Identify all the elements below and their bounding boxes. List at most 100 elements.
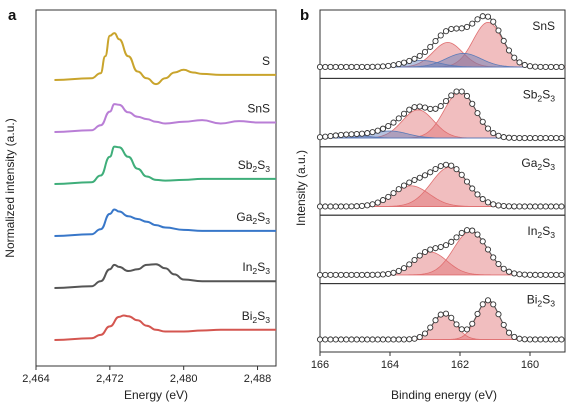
panel-b-data-point: [463, 92, 471, 100]
panel-b-data-point: [343, 63, 350, 71]
panel-a-x-tick-label: 2,472: [96, 373, 124, 385]
panel-b-data-point: [395, 336, 402, 343]
panel-a-series-line: [54, 208, 276, 237]
panel-b-data-point: [547, 63, 555, 71]
panel-b-data-point: [505, 268, 513, 275]
panel-b-data-point: [516, 59, 523, 66]
panel-b-data-point: [400, 265, 408, 272]
panel-b-subplot-label: Bi2S3: [527, 293, 555, 309]
panel-b-data-point: [547, 203, 555, 210]
panel-b-data-point: [453, 25, 460, 32]
panel-b-data-point: [416, 334, 423, 341]
panel-b-data-point: [327, 271, 334, 278]
panel-b-data-point: [458, 229, 465, 236]
panel-b-data-point: [416, 52, 423, 59]
panel-b-data-point: [532, 271, 539, 278]
panel-b-data-point: [495, 132, 502, 139]
panel-b-data-point: [484, 246, 492, 253]
panel-b-data-point: [395, 115, 402, 122]
panel-b-data-point: [553, 203, 560, 210]
panel-b-data-point: [427, 169, 434, 176]
panel-b-data-point: [448, 162, 455, 169]
panel-b-data-point: [421, 172, 429, 179]
panel-b-subplot: In2S3: [316, 214, 566, 285]
panel-a-x-tick-label: 2,480: [170, 373, 198, 385]
panel-b-data-point: [437, 163, 444, 170]
panel-b-data-point: [479, 301, 486, 308]
panel-b-data-point: [537, 63, 544, 70]
panel-b-data-point: [526, 135, 534, 142]
panel-b-data-point: [322, 63, 329, 71]
panel-b-data-point: [322, 336, 329, 343]
panel-b-data-point: [385, 336, 392, 343]
panel-b-data-point: [453, 88, 460, 95]
panel-a-series-line: [54, 314, 276, 341]
panel-b-data-point: [327, 336, 334, 343]
panel-b-data-point: [490, 18, 497, 25]
panel-b-data-point: [516, 203, 523, 210]
panel-b-data-point: [432, 317, 439, 324]
panel-b-data-point: [484, 125, 492, 132]
panel-b-subplots: SnS Sb2S3 Ga2S3 In2S3 Bi2S3: [316, 9, 566, 353]
panel-b-data-point: [390, 269, 397, 276]
panel-b-data-point: [479, 238, 486, 245]
panel-b-data-point: [358, 271, 366, 278]
panel-b-data-point: [537, 135, 544, 142]
panel-b-data-point: [343, 203, 350, 210]
panel-b-data-point: [500, 265, 507, 272]
panel-b-data-point: [558, 135, 565, 142]
panel-b-data-point: [537, 336, 544, 343]
panel-b-data-point: [395, 186, 402, 193]
panel-b-x-tick-label: 164: [381, 359, 399, 371]
panel-b-data-point: [390, 190, 397, 197]
panel-a-series-line: [54, 145, 276, 185]
panel-b-data-point: [453, 166, 460, 173]
panel-b-data-point: [532, 135, 539, 142]
panel-b-data-point: [500, 321, 507, 328]
panel-b-data-point: [348, 203, 355, 210]
panel-b-data-point: [316, 271, 324, 278]
panel-b-data-point: [495, 260, 502, 268]
panel-b-data-point: [379, 336, 387, 343]
panel-b-data-point: [479, 13, 486, 20]
panel-b-data-point: [379, 125, 387, 132]
panel-b-data-point: [516, 335, 523, 342]
panel-b-data-point: [469, 227, 476, 234]
panel-b-data-point: [490, 201, 497, 208]
panel-b-data-point: [553, 135, 560, 142]
panel-a-series-line: [54, 103, 276, 133]
panel-b-data-point: [479, 118, 486, 125]
panel-b-data-point: [400, 110, 408, 117]
panel-b-data-point: [348, 271, 355, 278]
panel-b-data-point: [385, 62, 392, 69]
panel-b-data-point: [327, 203, 334, 210]
panel-b-data-point: [316, 134, 324, 141]
panel-b-data-point: [511, 203, 518, 210]
panel-b-data-point: [411, 256, 418, 264]
panel-b-data-point: [495, 311, 502, 318]
panel-b-data-point: [437, 311, 444, 318]
panel-a-series-label: Bi2S3: [242, 309, 270, 325]
panel-b-data-point: [547, 135, 555, 142]
panel-b-data-point: [416, 252, 423, 259]
panel-b-data-point: [474, 310, 481, 317]
panel-b-data-point: [463, 23, 471, 30]
panel-b-data-point: [369, 201, 376, 208]
panel-b-data-point: [395, 267, 402, 274]
panel-b-data-point: [484, 13, 492, 20]
panel-b-data-point: [337, 203, 345, 210]
panel-b-data-point: [553, 336, 560, 343]
panel-b-xps-chart: SnS Sb2S3 Ga2S3 In2S3 Bi2S3 166 164 162 160 Bin…: [294, 9, 566, 402]
panel-b-data-point: [337, 131, 345, 138]
panel-b-data-point: [432, 165, 439, 173]
panel-b-data-point: [395, 60, 402, 68]
panel-b-data-point: [364, 130, 371, 137]
panel-b-data-point: [521, 271, 528, 278]
panel-b-data-point: [537, 203, 544, 210]
panel-b-data-point: [474, 110, 481, 117]
panel-b-data-point: [469, 100, 476, 107]
panel-b-data-point: [505, 47, 513, 54]
panel-a-x-axis: 2,464 2,472 2,480 2,488: [22, 366, 271, 385]
panel-b-data-point: [432, 38, 439, 45]
panel-b-data-point: [353, 203, 360, 210]
